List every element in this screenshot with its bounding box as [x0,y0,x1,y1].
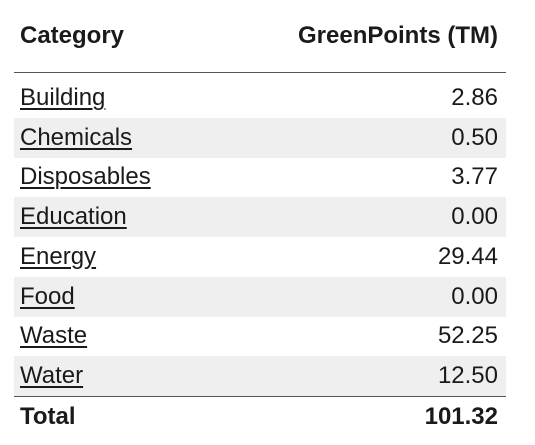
category-link-food[interactable]: Food [20,282,75,310]
points-value: 0.00 [451,282,498,310]
total-label: Total [20,402,76,430]
table-header: Category GreenPoints (TM) [14,0,506,73]
table-row: Food 0.00 [14,276,506,317]
category-link-chemicals[interactable]: Chemicals [20,123,133,151]
points-value: 29.44 [437,242,498,270]
category-link-waste[interactable]: Waste [20,322,88,350]
category-link-water[interactable]: Water [20,362,84,390]
total-row: Total 101.32 [14,396,506,436]
table-row: Water 12.50 [14,356,506,396]
points-value: 0.50 [451,123,498,151]
points-value: 52.25 [437,322,498,350]
points-value: 3.77 [451,163,498,191]
header-category: Category [20,22,125,49]
table-row: Chemicals 0.50 [14,117,506,158]
category-link-disposables[interactable]: Disposables [20,163,151,191]
points-value: 2.86 [451,83,498,111]
total-value: 101.32 [424,402,498,430]
points-value: 0.00 [451,203,498,231]
table-row: Disposables 3.77 [14,158,506,198]
table-row: Building 2.86 [14,78,506,118]
category-link-energy[interactable]: Energy [20,242,97,270]
greenpoints-table: Category GreenPoints (TM) Building 2.86 … [14,0,506,436]
category-link-education[interactable]: Education [20,203,127,231]
header-greenpoints: GreenPoints (TM) [297,22,498,49]
table-row: Education 0.00 [14,197,506,237]
table-row: Energy 29.44 [14,237,506,277]
points-value: 12.50 [437,362,498,390]
table-row: Waste 52.25 [14,317,506,357]
category-link-building[interactable]: Building [20,83,106,111]
table-body: Building 2.86 Chemicals 0.50 Disposables… [14,78,506,396]
